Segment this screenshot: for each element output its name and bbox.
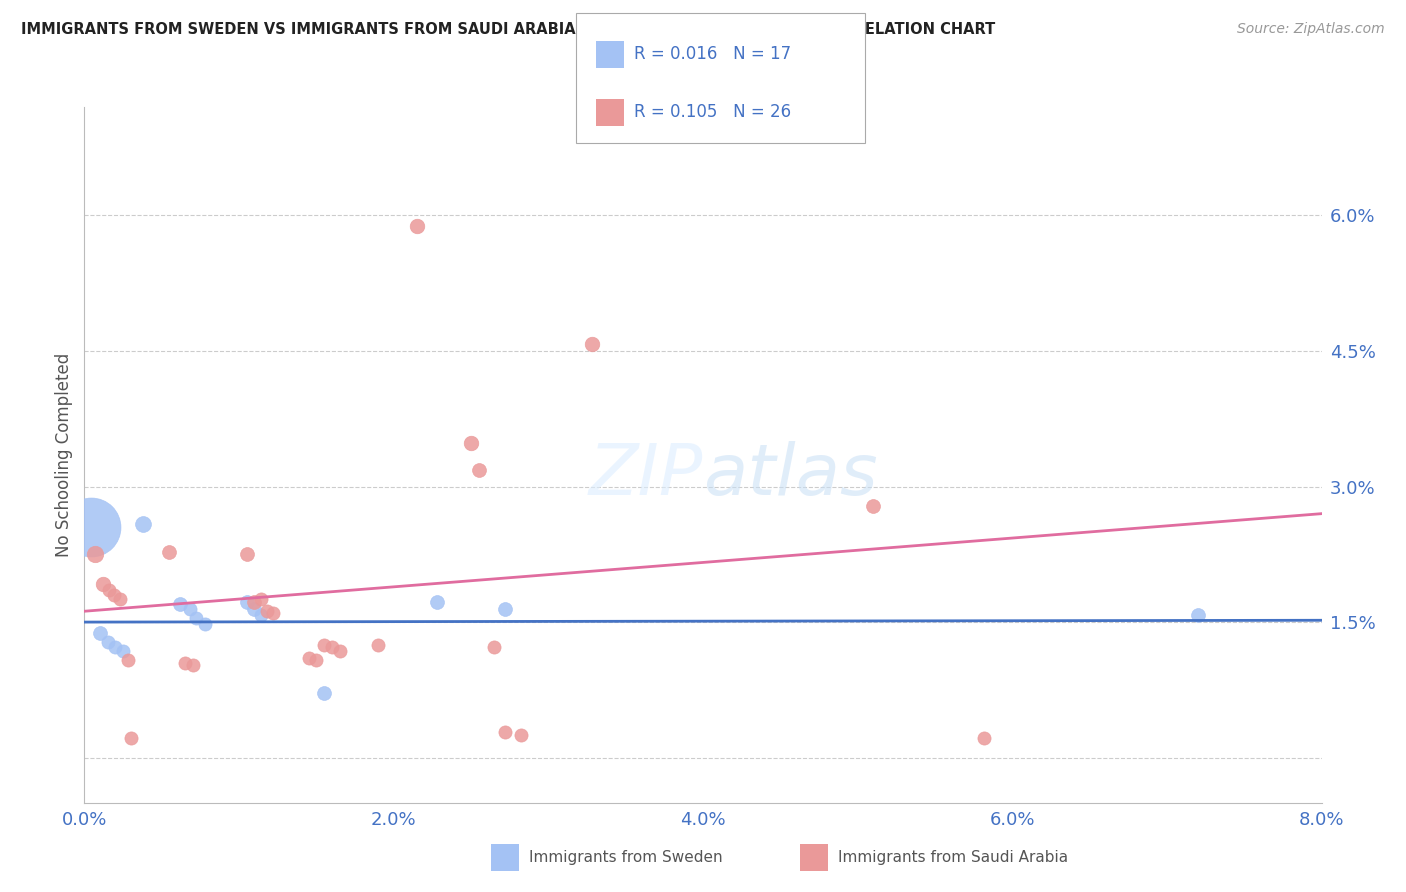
Point: [79, 520, 101, 534]
Point: [406, 219, 429, 234]
Point: [108, 592, 131, 607]
Text: R = 0.105   N = 26: R = 0.105 N = 26: [634, 103, 792, 121]
Point: [132, 517, 155, 532]
Text: R = 0.016   N = 17: R = 0.016 N = 17: [634, 45, 792, 63]
Point: [467, 463, 491, 477]
Point: [89, 626, 111, 640]
Point: [184, 610, 207, 624]
Point: [194, 616, 217, 631]
Point: [174, 656, 197, 670]
Point: [159, 544, 180, 558]
Point: [104, 640, 127, 655]
Point: [367, 638, 389, 652]
Point: [494, 725, 516, 739]
Y-axis label: No Schooling Completed: No Schooling Completed: [55, 353, 73, 557]
Point: [249, 592, 271, 607]
Point: [484, 640, 506, 655]
Point: [321, 640, 343, 655]
Text: ZIP: ZIP: [589, 442, 703, 510]
Point: [103, 588, 125, 602]
Point: [98, 583, 121, 598]
Point: [256, 604, 278, 618]
Point: [426, 595, 449, 609]
Point: [314, 638, 336, 652]
Point: [96, 635, 118, 649]
Point: [314, 685, 336, 699]
Point: [460, 436, 482, 450]
Point: [509, 728, 531, 742]
Point: [117, 653, 139, 667]
Text: atlas: atlas: [703, 442, 877, 510]
Point: [243, 595, 266, 609]
Point: [862, 500, 884, 514]
Point: [235, 547, 259, 561]
Point: [112, 644, 135, 658]
Point: [243, 601, 266, 615]
Text: IMMIGRANTS FROM SWEDEN VS IMMIGRANTS FROM SAUDI ARABIA NO SCHOOLING COMPLETED CO: IMMIGRANTS FROM SWEDEN VS IMMIGRANTS FRO…: [21, 22, 995, 37]
Point: [581, 336, 603, 351]
Text: Immigrants from Saudi Arabia: Immigrants from Saudi Arabia: [838, 850, 1069, 864]
Point: [297, 651, 319, 665]
Point: [1187, 607, 1209, 622]
Point: [328, 644, 352, 658]
Point: [235, 595, 259, 609]
Text: Immigrants from Sweden: Immigrants from Sweden: [529, 850, 723, 864]
Point: [120, 731, 142, 745]
Point: [179, 601, 201, 615]
Point: [305, 653, 328, 667]
Point: [249, 607, 271, 622]
Point: [973, 731, 995, 745]
Point: [181, 658, 204, 673]
Point: [262, 606, 284, 620]
Point: [84, 547, 107, 561]
Point: [91, 577, 114, 591]
Point: [169, 597, 191, 611]
Point: [494, 601, 516, 615]
Text: Source: ZipAtlas.com: Source: ZipAtlas.com: [1237, 22, 1385, 37]
